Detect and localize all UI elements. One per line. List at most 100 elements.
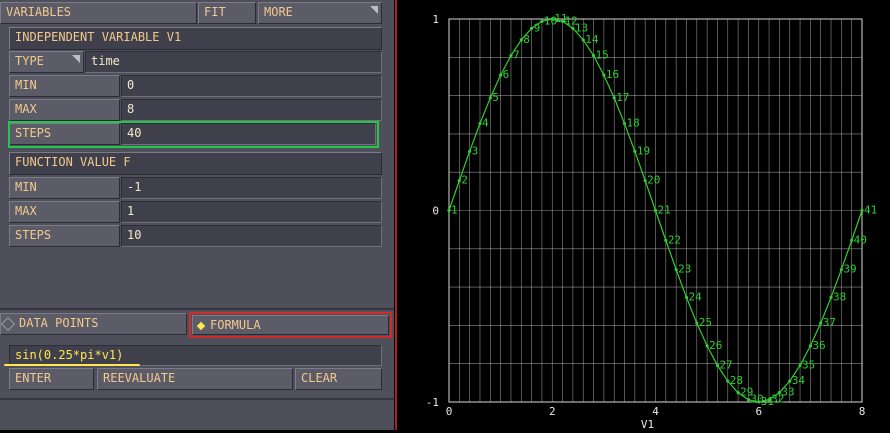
data-point-label: 26 bbox=[709, 339, 722, 352]
data-point-label: 19 bbox=[637, 144, 650, 157]
data-point-label: 23 bbox=[678, 263, 691, 276]
f-max-label-text: MAX bbox=[15, 204, 37, 218]
y-tick-label: 1 bbox=[432, 13, 439, 26]
f-steps-input[interactable]: 10 bbox=[121, 225, 382, 247]
data-point bbox=[499, 73, 503, 77]
x-tick-label: 2 bbox=[549, 405, 556, 418]
data-point-label: 27 bbox=[719, 358, 732, 371]
data-point-label: 18 bbox=[627, 117, 640, 130]
data-point bbox=[808, 344, 812, 348]
data-point-label: 41 bbox=[864, 204, 877, 217]
dropdown-corner-icon bbox=[370, 6, 378, 14]
data-point-label: 40 bbox=[854, 233, 867, 246]
enter-button[interactable]: ENTER bbox=[9, 368, 94, 390]
v1-steps-value: 40 bbox=[127, 126, 142, 140]
dropdown-corner-icon bbox=[72, 55, 80, 63]
data-point bbox=[788, 379, 792, 383]
data-point bbox=[695, 321, 699, 325]
data-point bbox=[519, 38, 523, 42]
data-point bbox=[560, 19, 565, 23]
data-point bbox=[674, 268, 678, 272]
v1-steps-input[interactable]: 40 bbox=[121, 123, 376, 145]
data-point-label: 29 bbox=[740, 386, 753, 399]
f-min-input[interactable]: -1 bbox=[121, 177, 382, 199]
fit-button[interactable]: FIT bbox=[198, 2, 256, 24]
data-point bbox=[633, 149, 637, 153]
data-point bbox=[819, 321, 823, 325]
data-point bbox=[829, 295, 833, 300]
data-point-label: 17 bbox=[616, 91, 629, 104]
more-button-label: MORE bbox=[264, 5, 293, 19]
v1-max-input[interactable]: 8 bbox=[121, 99, 382, 121]
enter-button-label: ENTER bbox=[15, 371, 52, 385]
data-point-label: 38 bbox=[833, 290, 846, 303]
data-point-label: 20 bbox=[647, 174, 660, 187]
data-point bbox=[684, 295, 689, 300]
formula-highlight-box bbox=[189, 312, 392, 338]
data-point-label: 39 bbox=[843, 263, 856, 276]
data-point bbox=[447, 208, 451, 213]
x-tick-label: 6 bbox=[755, 405, 762, 418]
data-point bbox=[591, 53, 596, 58]
data-point bbox=[457, 179, 461, 183]
data-point bbox=[705, 344, 709, 348]
data-points-radio[interactable]: DATA POINTS bbox=[0, 313, 187, 335]
type-value: time bbox=[91, 54, 120, 68]
data-point bbox=[468, 149, 472, 153]
function-value-section-label: FUNCTION VALUE F bbox=[9, 152, 382, 175]
data-point bbox=[509, 53, 513, 58]
data-point-label: 36 bbox=[812, 339, 825, 352]
v1-min-input[interactable]: 0 bbox=[121, 75, 382, 97]
data-point bbox=[643, 179, 647, 183]
clear-button[interactable]: CLEAR bbox=[295, 368, 382, 390]
y-tick-label: 0 bbox=[432, 205, 439, 218]
type-button[interactable]: TYPE bbox=[9, 51, 84, 73]
f-max-input[interactable]: 1 bbox=[121, 201, 382, 223]
data-point-label: 16 bbox=[606, 68, 619, 81]
function-section-text: FUNCTION VALUE F bbox=[15, 155, 131, 169]
data-point-label: 24 bbox=[688, 290, 702, 303]
formula-radio[interactable]: FORMULA bbox=[192, 315, 389, 335]
data-point-label: 37 bbox=[823, 316, 836, 329]
data-point bbox=[478, 121, 482, 126]
v1-max-label: MAX bbox=[9, 99, 120, 121]
f-min-label-text: MIN bbox=[15, 180, 37, 194]
data-point bbox=[726, 379, 730, 383]
separator bbox=[0, 308, 394, 310]
type-value-field[interactable]: time bbox=[85, 51, 382, 73]
data-points-label: DATA POINTS bbox=[19, 316, 99, 330]
data-point-label: 7 bbox=[513, 49, 520, 62]
formula-label: FORMULA bbox=[210, 318, 261, 332]
data-point-label: 31 bbox=[761, 395, 774, 408]
data-point bbox=[757, 400, 761, 404]
more-button[interactable]: MORE bbox=[258, 2, 382, 24]
reevaluate-button[interactable]: REEVALUATE bbox=[97, 368, 293, 390]
data-point-label: 6 bbox=[503, 68, 510, 81]
formula-input[interactable]: sin(0.25*pi*v1) bbox=[9, 345, 382, 366]
data-point-label: 3 bbox=[472, 144, 479, 157]
data-point-label: 11 bbox=[554, 12, 567, 25]
f-steps-label: STEPS bbox=[9, 225, 120, 247]
panel-divider bbox=[395, 0, 397, 430]
data-point bbox=[488, 96, 492, 100]
independent-section-text: INDEPENDENT VARIABLE V1 bbox=[15, 30, 182, 44]
data-point-label: 12 bbox=[565, 14, 578, 27]
data-point bbox=[581, 38, 585, 42]
x-axis-label: V1 bbox=[641, 418, 654, 430]
data-point-label: 28 bbox=[730, 374, 743, 387]
x-tick-label: 8 bbox=[859, 405, 866, 418]
fit-button-label: FIT bbox=[204, 5, 226, 19]
v1-max-label-text: MAX bbox=[15, 102, 37, 116]
data-point-label: 15 bbox=[596, 49, 609, 62]
clear-button-label: CLEAR bbox=[301, 371, 338, 385]
data-point bbox=[540, 19, 544, 23]
data-point bbox=[612, 96, 616, 100]
data-point-label: 4 bbox=[482, 117, 489, 130]
data-point-label: 32 bbox=[771, 393, 784, 406]
data-point bbox=[736, 391, 740, 395]
data-point bbox=[798, 363, 802, 368]
data-point-label: 5 bbox=[492, 91, 499, 104]
v1-min-label-text: MIN bbox=[15, 78, 37, 92]
data-point-label: 8 bbox=[523, 33, 530, 46]
data-point-label: 9 bbox=[534, 21, 541, 34]
